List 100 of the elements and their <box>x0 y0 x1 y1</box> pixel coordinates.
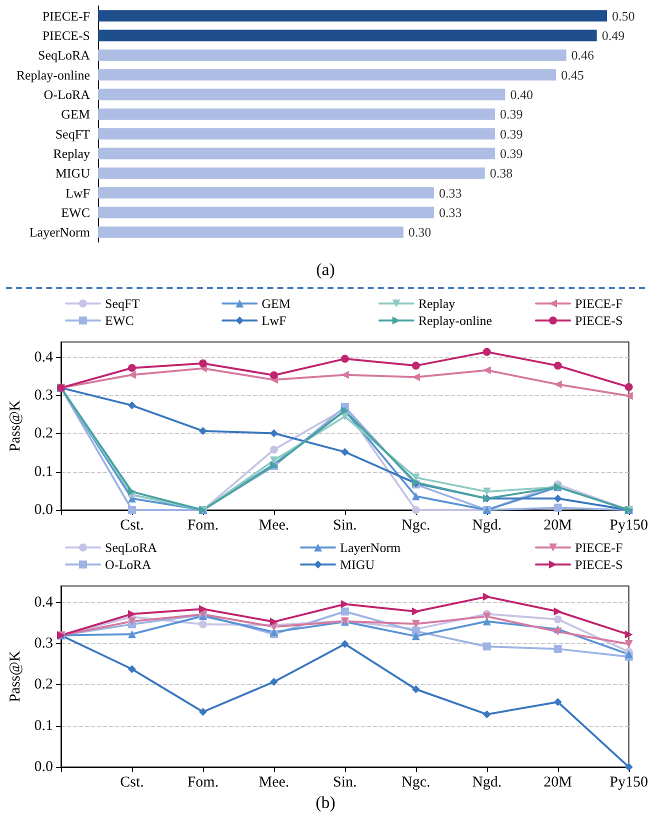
text: (a) <box>316 260 335 279</box>
point <box>482 612 491 620</box>
legend-label: SeqLoRA <box>105 540 158 555</box>
bar <box>98 108 496 120</box>
data-label: 0.39 <box>500 106 523 122</box>
point <box>128 665 136 674</box>
point <box>270 429 278 438</box>
data-label: 0.49 <box>602 28 625 43</box>
point <box>482 348 491 356</box>
point <box>554 504 562 512</box>
point <box>128 488 136 496</box>
y-tick-label: LwF <box>65 185 90 200</box>
x-tick-label: Ngd. <box>472 774 502 790</box>
point <box>198 620 207 628</box>
y-tick-label: 0.2 <box>34 676 53 693</box>
point <box>624 392 633 400</box>
point <box>340 608 349 616</box>
point <box>624 630 633 639</box>
point <box>482 710 491 718</box>
bar <box>98 69 556 81</box>
bar <box>98 167 485 179</box>
point <box>128 370 136 379</box>
point <box>270 456 278 464</box>
y-tick-label: 0.0 <box>34 502 53 518</box>
legend-label: O-LoRA <box>105 557 152 572</box>
point <box>270 446 278 454</box>
bar <box>98 30 597 42</box>
y-tick-label: GEM <box>61 106 90 122</box>
y-tick-label: LayerNorm <box>29 224 90 240</box>
point <box>128 401 136 410</box>
x-tick-label: Sin. <box>333 518 357 534</box>
y-tick-label: SeqLoRA <box>38 48 91 63</box>
point <box>482 642 491 650</box>
legend-label: GEM <box>262 296 291 311</box>
point <box>128 364 136 372</box>
point <box>198 359 207 368</box>
y-tick-label: 0.1 <box>34 464 53 480</box>
y-tick-label: PIECE-F <box>42 8 90 24</box>
point <box>554 628 562 636</box>
point <box>270 618 278 626</box>
legend-label: Replay <box>418 296 456 311</box>
point <box>270 678 278 686</box>
point <box>340 354 349 363</box>
x-tick-label: Py150 <box>610 518 648 534</box>
y-axis-title: Pass@K <box>8 650 24 702</box>
y-tick-label: 0.4 <box>34 349 54 366</box>
legend-label: EWC <box>105 313 134 328</box>
bar <box>98 187 434 199</box>
data-label: 0.33 <box>438 205 462 220</box>
y-tick-label: PIECE-S <box>42 28 90 43</box>
point <box>198 605 207 614</box>
point <box>412 608 420 616</box>
x-tick-label: Ngc. <box>402 518 430 534</box>
y-axis-title: Pass@K <box>8 400 24 452</box>
y-tick-label: SeqFT <box>55 126 90 142</box>
y-tick-label: 0.2 <box>34 426 53 442</box>
legend-label: PIECE-F <box>575 540 623 555</box>
y-tick-label: EWC <box>61 205 90 220</box>
bar <box>98 88 506 100</box>
legend-label: Replay-online <box>418 313 492 328</box>
data-label: 0.50 <box>612 8 635 24</box>
data-label: 0.45 <box>561 67 584 82</box>
data-label: 0.30 <box>408 224 432 240</box>
point <box>624 640 633 648</box>
point <box>554 698 562 706</box>
bar <box>98 148 496 160</box>
legend-label: LayerNorm <box>340 540 401 555</box>
data-label: 0.40 <box>510 87 533 102</box>
point <box>340 448 349 456</box>
point <box>554 380 562 388</box>
point <box>128 610 136 618</box>
point <box>128 630 136 638</box>
y-tick-label: MIGU <box>55 166 91 181</box>
point <box>554 494 562 503</box>
data-label: 0.39 <box>500 146 523 161</box>
legend-label: PIECE-S <box>575 557 623 572</box>
point <box>624 383 633 392</box>
legend-label: LwF <box>262 313 286 328</box>
y-tick-label: 0.3 <box>34 636 53 652</box>
y-tick-label: 0.1 <box>34 718 53 734</box>
x-tick-label: Fom. <box>187 518 219 534</box>
point <box>198 426 207 435</box>
y-tick-label: 0.3 <box>34 387 53 404</box>
x-tick-label: 20M <box>544 774 572 790</box>
point <box>482 488 491 496</box>
x-tick-label: Mee. <box>258 518 290 534</box>
x-tick-label: Py150 <box>610 774 648 790</box>
data-label: 0.46 <box>571 48 595 63</box>
x-tick-label: Cst. <box>120 518 144 534</box>
x-tick-label: Ngc. <box>402 774 430 790</box>
legend-label: MIGU <box>340 557 376 572</box>
point <box>554 615 562 624</box>
point <box>270 371 278 380</box>
x-tick-label: Fom. <box>187 774 219 790</box>
bar <box>98 206 434 218</box>
data-label: 0.33 <box>438 185 462 200</box>
y-tick-label: Replay <box>53 146 90 161</box>
point <box>340 640 349 648</box>
point <box>412 474 420 482</box>
legend-label: SeqFT <box>105 296 140 311</box>
